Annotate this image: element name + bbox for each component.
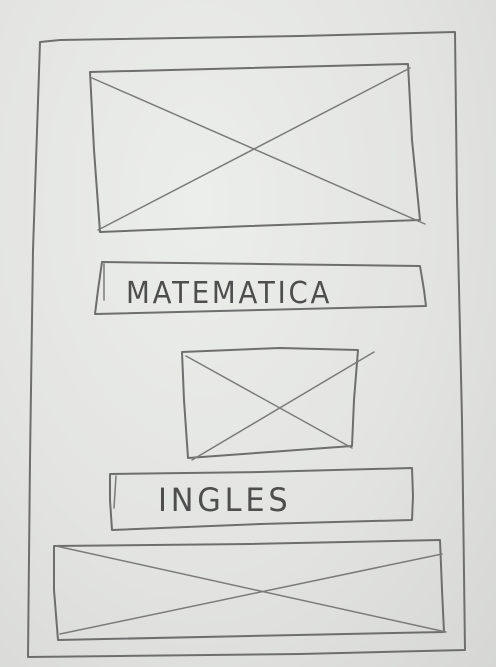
matematica-button-label[interactable]: MATEMATICA (126, 276, 333, 311)
image-placeholder-bottom (53, 539, 447, 641)
ingles-button-label[interactable]: INGLES (158, 481, 292, 519)
ingles-button-outline (109, 467, 414, 531)
image-placeholder-middle (181, 347, 375, 461)
image-placeholder-top (89, 63, 426, 233)
matematica-button-outline (94, 261, 427, 315)
phone-frame (27, 31, 466, 658)
